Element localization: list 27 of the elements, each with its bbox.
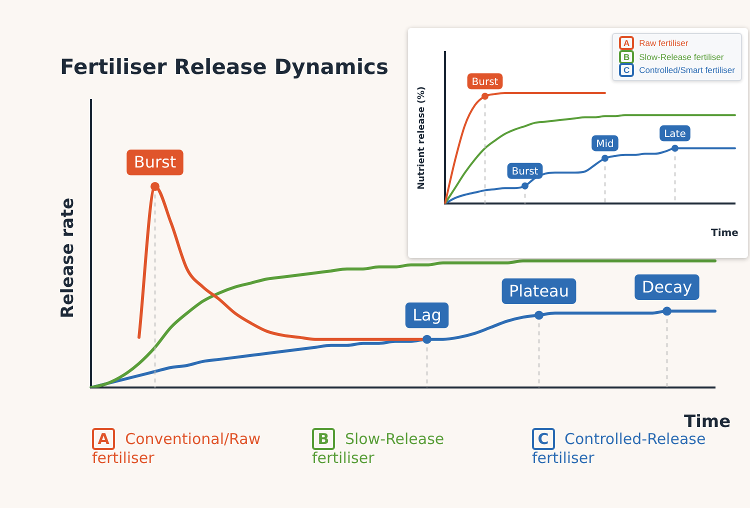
annotation: Decay (642, 277, 692, 296)
point (662, 306, 672, 316)
point (534, 310, 544, 320)
point (482, 92, 488, 100)
point (150, 182, 160, 191)
x-axis-title: Time (684, 412, 731, 432)
annotation: Burst (472, 76, 498, 88)
annotation: Plateau (509, 281, 569, 300)
text: C Controlled-Release fertiliser (532, 430, 707, 468)
text: C Controlled/Smart fertiliser (622, 65, 735, 76)
point (672, 144, 678, 152)
point (422, 334, 432, 344)
point (602, 154, 608, 162)
y-axis-title: Nutrient release (%) (417, 86, 427, 190)
annotation: Lag (412, 305, 442, 324)
point (522, 182, 528, 190)
annotation: Burst (512, 166, 538, 178)
chart-title: Fertiliser Release Dynamics (60, 55, 388, 79)
annotation: Late (664, 128, 686, 140)
text: A Raw fertiliser (622, 38, 688, 49)
text: B Slow-Release fertiliser (312, 430, 446, 468)
text: A Conventional/Raw fertiliser (92, 430, 262, 468)
annotation: Mid (596, 138, 614, 150)
annotation: Burst (134, 152, 176, 172)
text: B Slow-Release fertiliser (622, 52, 724, 62)
y-axis-title: Release rate (58, 198, 78, 318)
x-axis-title: Time (711, 228, 738, 239)
